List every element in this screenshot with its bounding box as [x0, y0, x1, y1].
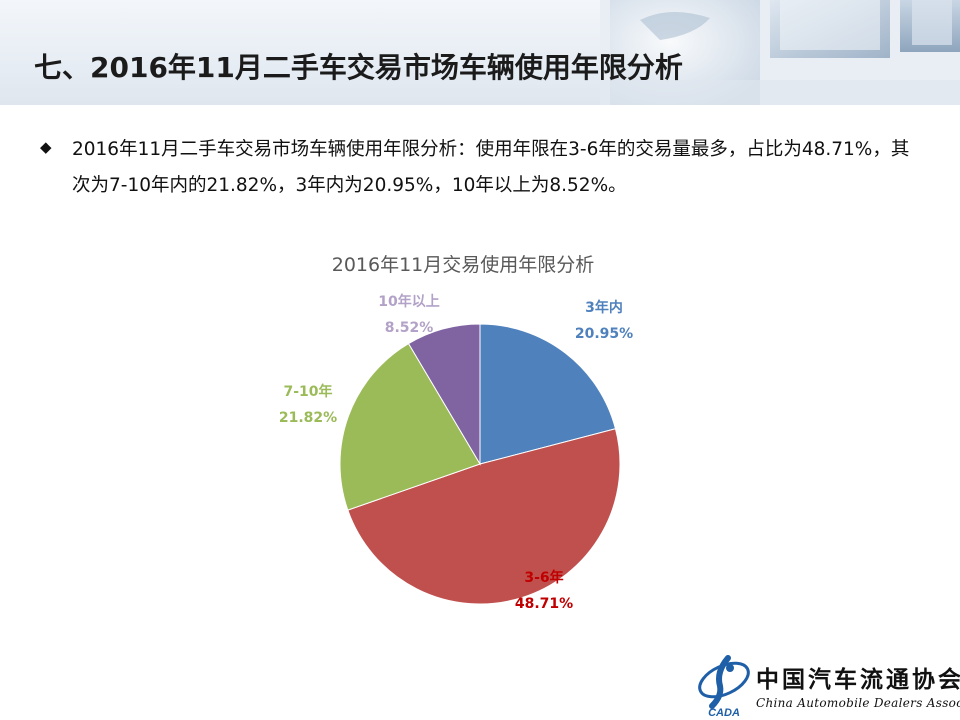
slice-label-1: 3年内	[585, 299, 623, 316]
slice-label-3: 7-10年	[283, 383, 332, 400]
pie-slices	[339, 323, 621, 605]
pie-slice-3	[339, 342, 481, 511]
chart-title: 2016年11月交易使用年限分析	[331, 254, 595, 276]
slice-label-2: 3-6年	[524, 569, 563, 586]
summary-text: 2016年11月二手车交易市场车辆使用年限分析：使用年限在3-6年的交易量最多，…	[72, 139, 910, 196]
page-title: 七、2016年11月二手车交易市场车辆使用年限分析	[34, 51, 683, 84]
logo-chinese-name: 中国汽车流通协会	[756, 666, 960, 693]
logo-abbr: CADA	[708, 707, 740, 719]
header-decoration-image	[600, 0, 960, 105]
slice-value-label-2: 48.71%	[515, 596, 573, 612]
slice-value-label-3: 21.82%	[279, 410, 337, 426]
slice-value-label-1: 20.95%	[575, 326, 633, 342]
diamond-bullet-icon: ◆	[40, 138, 52, 156]
cada-emblem-icon: CADA	[698, 655, 750, 719]
pie-labels: 3年内 20.95% 3-6年 48.71% 7-10年 21.82% 10年以上 8.52%	[279, 293, 633, 612]
slice-value-label-4: 8.52%	[385, 320, 434, 336]
header-banner: 七、2016年11月二手车交易市场车辆使用年限分析	[0, 0, 960, 105]
cada-logo: CADA 中国汽车流通协会 China Automobile Dealers A…	[694, 652, 960, 720]
logo-english-name: China Automobile Dealers Association	[756, 696, 960, 710]
pie-slice-4	[407, 323, 481, 466]
pie-slice-2	[347, 428, 621, 605]
slice-label-4: 10年以上	[378, 293, 439, 310]
pie-slice-1	[479, 323, 617, 465]
